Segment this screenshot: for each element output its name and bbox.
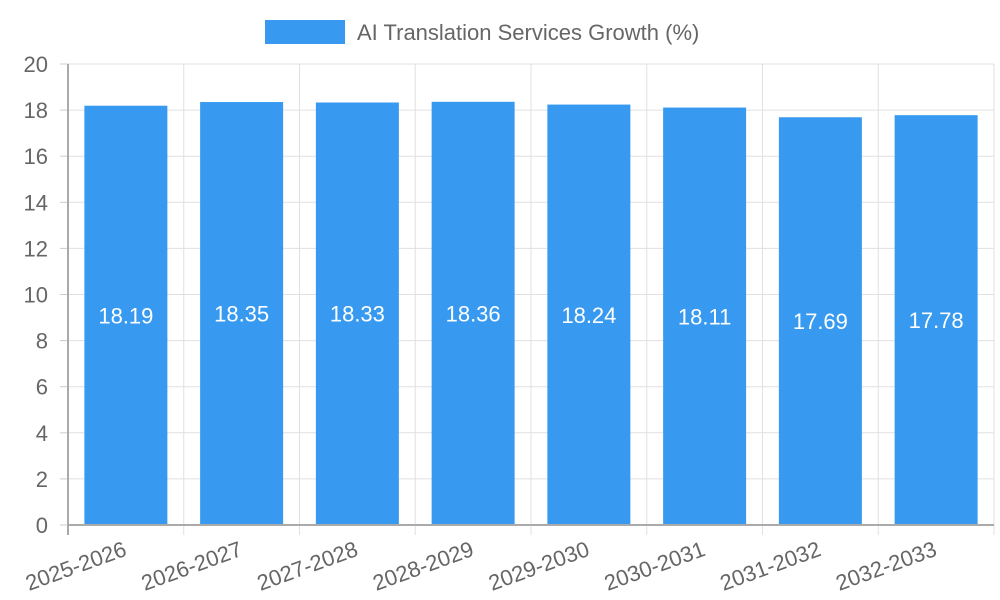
bar-value-label: 17.78 — [909, 308, 964, 333]
bar-value-label: 17.69 — [793, 309, 848, 334]
bar[interactable] — [431, 101, 515, 525]
bar[interactable] — [84, 105, 168, 526]
y-tick-label: 12 — [24, 236, 48, 261]
legend-label: AI Translation Services Growth (%) — [357, 20, 699, 45]
bar-value-label: 18.36 — [446, 301, 501, 326]
y-tick-label: 4 — [36, 421, 48, 446]
x-tick-label: 2029-2030 — [485, 536, 592, 595]
x-tick-label: 2030-2031 — [601, 536, 708, 595]
bars: 18.19 18.35 18.33 18.36 18.24 18.11 17.69 17.78 — [84, 101, 978, 526]
y-tick-label: 8 — [36, 329, 48, 354]
bar[interactable] — [663, 107, 747, 525]
bar[interactable] — [894, 115, 978, 526]
y-tick-label: 6 — [36, 375, 48, 400]
x-tick-label: 2031-2032 — [717, 536, 824, 595]
bar-value-label: 18.33 — [330, 302, 385, 327]
bar-value-label: 18.24 — [561, 303, 616, 328]
y-tick-label: 18 — [24, 98, 48, 123]
bar[interactable] — [200, 102, 284, 525]
x-tick-label: 2028-2029 — [369, 536, 476, 595]
bar-value-label: 18.11 — [678, 304, 731, 329]
x-tick-label: 2026-2027 — [138, 536, 245, 595]
x-tick-label: 2027-2028 — [254, 536, 361, 595]
y-tick-label: 2 — [36, 467, 48, 492]
bar-value-label: 18.19 — [98, 303, 153, 328]
x-tick-label: 2025-2026 — [22, 536, 129, 595]
y-tick-label: 0 — [36, 513, 48, 538]
y-tick-label: 20 — [24, 52, 48, 77]
bar[interactable] — [547, 104, 631, 526]
y-tick-label: 14 — [24, 190, 48, 215]
x-tick-label: 2032-2033 — [832, 536, 939, 595]
bar-value-label: 18.35 — [214, 302, 269, 327]
bar[interactable] — [315, 102, 399, 525]
legend[interactable]: AI Translation Services Growth (%) — [265, 20, 699, 45]
legend-swatch — [265, 20, 345, 44]
bar[interactable] — [778, 117, 862, 526]
y-tick-label: 16 — [24, 144, 48, 169]
y-tick-label: 10 — [24, 283, 48, 308]
